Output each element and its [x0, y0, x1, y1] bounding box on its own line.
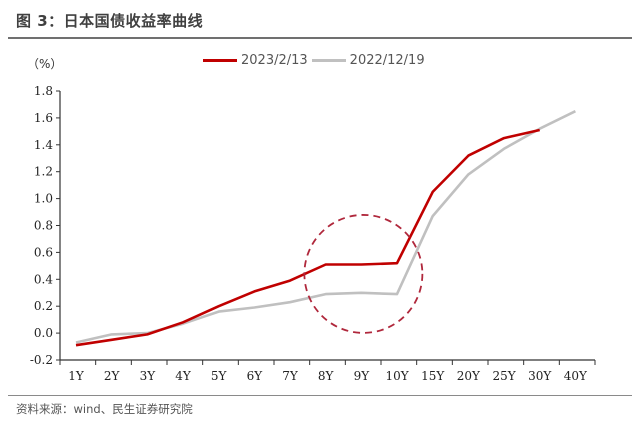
- x-tick-label: 2Y: [104, 369, 121, 383]
- source-divider: [8, 395, 632, 396]
- y-axis-unit-label: （%）: [27, 57, 63, 71]
- chart-axes: -0.2 0.0 0.2 0.4 0.6 0.8 1.0 1.2 1.4 1.6 1.8 1Y 2Y 3Y…: [30, 84, 596, 383]
- x-tick-label: 25Y: [492, 369, 516, 383]
- figure-title: 图 3：日本国债收益率曲线: [16, 12, 204, 30]
- x-tick-label: 20Y: [457, 369, 481, 383]
- x-tick-label: 30Y: [528, 369, 552, 383]
- x-tick-label: 9Y: [354, 369, 371, 383]
- source-note: 资料来源：wind、民生证券研究院: [16, 402, 193, 416]
- x-tick-label: 40Y: [564, 369, 588, 383]
- y-tick-label: 0.0: [34, 326, 53, 340]
- legend-label-2023: 2023/2/13: [241, 53, 308, 68]
- chart-series-lines: [75, 110, 576, 347]
- y-tick-label: 1.6: [34, 111, 53, 125]
- x-tick-label: 6Y: [247, 369, 264, 383]
- title-divider: [8, 37, 632, 39]
- x-tick-label: 3Y: [140, 369, 157, 383]
- x-tick-label: 1Y: [68, 369, 85, 383]
- y-tick-label: 1.8: [34, 84, 53, 98]
- y-tick-label: 0.6: [34, 245, 53, 259]
- legend-label-2022: 2022/12/19: [349, 53, 425, 68]
- x-tick-label: 7Y: [282, 369, 299, 383]
- legend-swatch-2022: [311, 59, 346, 62]
- x-tick-label: 8Y: [318, 369, 335, 383]
- y-tick-label: -0.2: [30, 353, 53, 367]
- y-tick-label: 0.4: [34, 272, 53, 286]
- x-tick-label: 15Y: [421, 369, 445, 383]
- x-tick-label: 4Y: [175, 369, 192, 383]
- y-tick-label: 1.2: [34, 165, 53, 179]
- series-line-2022: [75, 110, 576, 344]
- yield-curve-chart: -0.2 0.0 0.2 0.4 0.6 0.8 1.0 1.2 1.4 1.6 1.8 1Y 2Y 3Y…: [30, 84, 596, 383]
- highlight-circle: [303, 214, 424, 334]
- y-tick-label: 0.2: [34, 299, 53, 313]
- y-tick-label: 1.4: [34, 138, 53, 152]
- legend-item-2023: 2023/2/13: [203, 53, 308, 68]
- y-tick-label: 0.8: [34, 219, 53, 233]
- series-line-2023: [75, 128, 540, 347]
- x-tick-label: 10Y: [385, 369, 409, 383]
- x-tick-label: 5Y: [211, 369, 228, 383]
- chart-legend: 2023/2/13 2022/12/19: [203, 53, 427, 68]
- y-tick-label: 1.0: [34, 192, 53, 206]
- chart-annotation-circle: [303, 214, 424, 334]
- legend-item-2022: 2022/12/19: [310, 53, 425, 68]
- legend-swatch-2023: [203, 59, 237, 62]
